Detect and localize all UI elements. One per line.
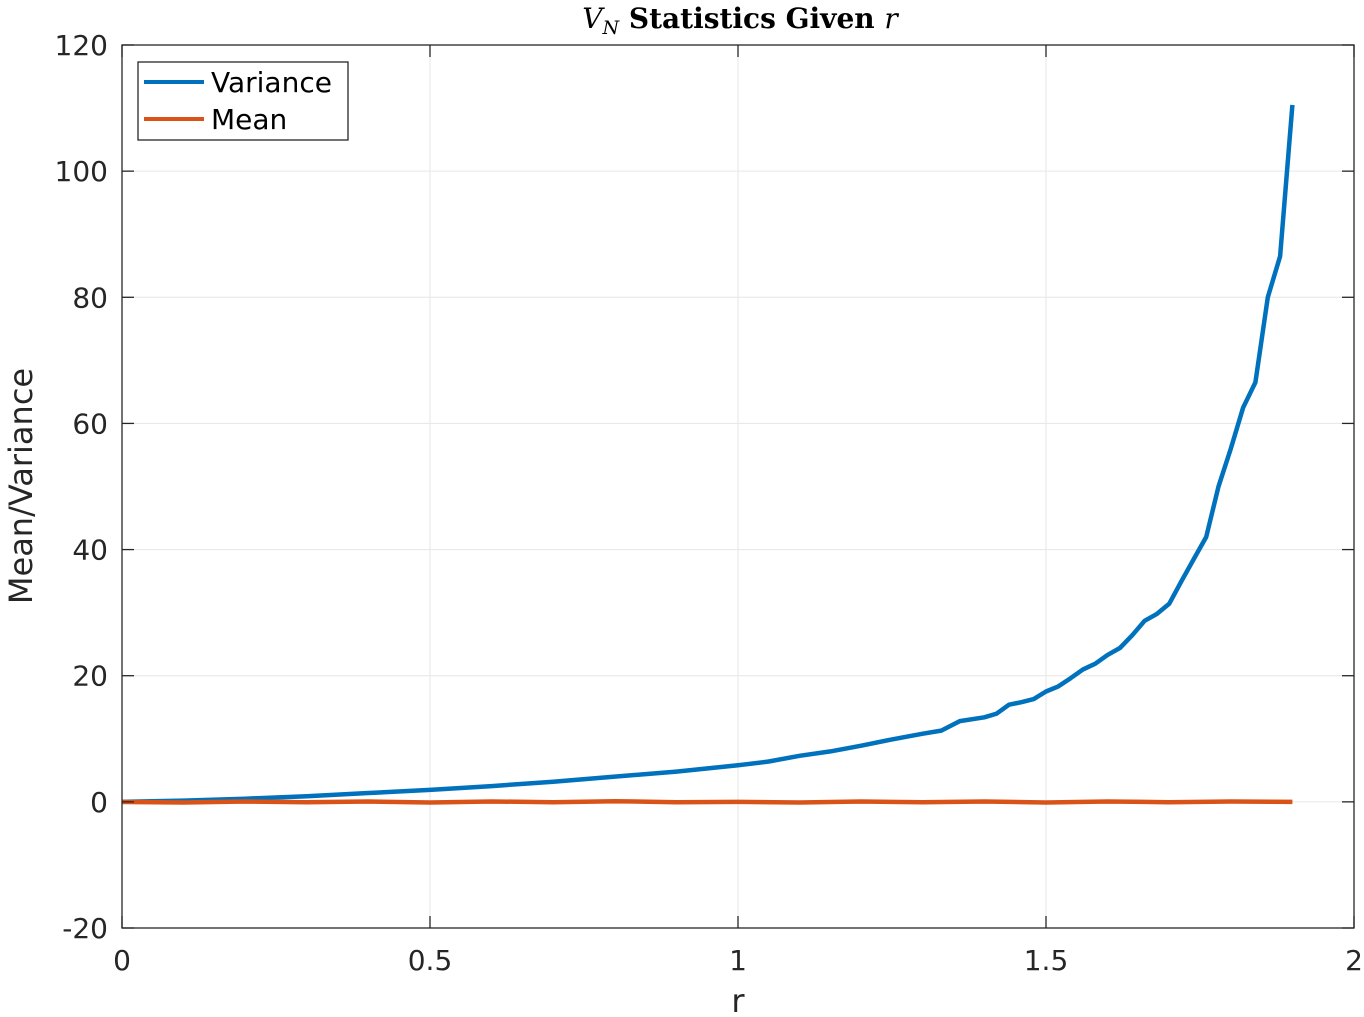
y-tick-label-1: 0 — [90, 786, 108, 819]
x-tick-label-2: 1 — [729, 944, 747, 977]
legend-label-mean: Mean — [211, 103, 287, 136]
title-text: Statistics Given — [619, 2, 884, 35]
y-tick-label-5: 80 — [72, 281, 108, 314]
y-tick-label-3: 40 — [72, 534, 108, 567]
legend: Variance Mean — [137, 61, 349, 141]
x-tick-label-3: 1.5 — [1024, 944, 1069, 977]
x-tick-label-4: 2 — [1345, 944, 1363, 977]
chart-title: VN Statistics Given r — [582, 2, 899, 39]
y-tick-label-4: 60 — [72, 407, 108, 440]
series-lines — [121, 104, 1295, 805]
y-tick-label-2: 20 — [72, 660, 108, 693]
y-tick-label-0: -20 — [62, 912, 108, 945]
y-tick-label-7: 120 — [55, 29, 108, 62]
title-var: V — [582, 2, 605, 35]
legend-label-variance: Variance — [211, 66, 332, 99]
y-axis-label: Mean/Variance — [2, 368, 40, 604]
x-tick-label-1: 0.5 — [408, 944, 453, 977]
title-var2: r — [884, 2, 899, 35]
axes — [121, 44, 1355, 929]
title-subscript: N — [601, 17, 620, 39]
series-line-variance — [121, 104, 1295, 805]
x-axis-label: r — [731, 982, 745, 1017]
series-line-mean — [121, 798, 1293, 805]
legend-box — [137, 61, 349, 141]
y-tick-label-6: 100 — [55, 155, 108, 188]
x-tick-label-0: 0 — [113, 944, 131, 977]
